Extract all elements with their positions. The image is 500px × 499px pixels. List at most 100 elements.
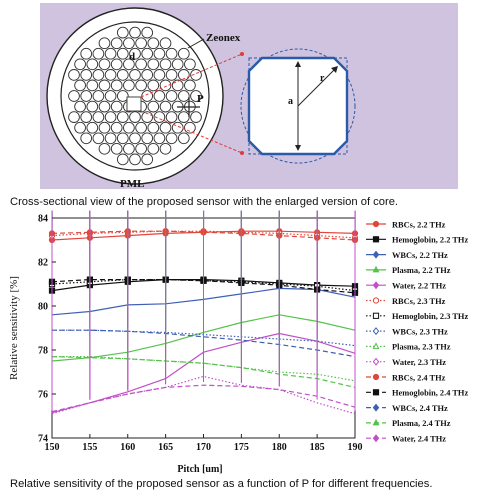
y-tick-label: 80 <box>38 302 48 313</box>
x-tick-label: 180 <box>272 442 287 453</box>
air-hole <box>177 47 190 60</box>
air-hole <box>68 69 80 81</box>
series-layer <box>48 210 359 415</box>
legend-item: Plasma, 2.3 THz <box>366 342 451 352</box>
air-hole <box>190 111 202 123</box>
legend-swatch-marker <box>372 312 380 319</box>
label-a: a <box>288 96 293 107</box>
callout-line-bottom <box>140 110 243 154</box>
core-square <box>126 96 142 112</box>
air-hole <box>68 90 80 102</box>
air-hole <box>141 111 154 123</box>
tick-layer: 150 155 160 165 170 175 180 185 190 74 76 78 80 82 84 <box>38 214 363 454</box>
legend-label: RBCs, 2.3 THz <box>392 297 446 306</box>
legend-item: Hemoglobin, 2.4 THz <box>366 389 468 398</box>
legend-swatch-marker <box>372 389 380 396</box>
air-hole <box>165 47 178 60</box>
series-line <box>52 329 356 358</box>
legend-label: Hemoglobin, 2.4 THz <box>392 389 468 398</box>
air-hole <box>110 121 123 134</box>
legend-item: RBCs, 2.4 THz <box>366 373 446 382</box>
legend-label: Water, 2.2 THz <box>392 282 446 291</box>
air-hole <box>147 142 160 155</box>
air-hole <box>74 100 86 113</box>
air-hole <box>129 132 141 145</box>
air-hole <box>104 47 117 60</box>
legend-swatch-marker <box>372 357 380 366</box>
air-hole <box>153 90 166 102</box>
air-hole <box>129 69 141 81</box>
air-hole <box>135 79 147 92</box>
legend-label: Water, 2.3 THz <box>392 358 446 367</box>
air-hole <box>129 26 141 39</box>
air-hole <box>165 111 178 123</box>
legend-label: Plasma, 2.4 THz <box>392 419 451 428</box>
air-hole <box>123 58 135 71</box>
air-hole <box>98 79 111 92</box>
air-hole <box>147 37 160 50</box>
air-hole <box>129 47 141 60</box>
air-hole <box>92 111 105 123</box>
zeonex-pointer <box>187 38 205 49</box>
air-hole <box>141 26 154 39</box>
air-hole <box>92 90 105 102</box>
x-tick-label: 165 <box>158 442 173 453</box>
legend-swatch-marker <box>372 342 380 349</box>
air-hole <box>141 132 154 145</box>
legend-label: Plasma, 2.3 THz <box>392 343 451 352</box>
legend-swatch-marker <box>372 418 380 426</box>
air-hole <box>165 69 178 81</box>
air-hole <box>68 111 80 123</box>
air-hole <box>104 132 117 145</box>
air-hole <box>159 100 172 113</box>
air-hole <box>116 90 129 102</box>
legend-item: WBCs, 2.2 THz <box>366 250 448 260</box>
cross-section-figure: Zeonex d P PML a r <box>40 3 458 189</box>
air-hole <box>98 121 111 134</box>
air-hole <box>74 121 86 134</box>
legend-swatch-marker <box>372 250 380 259</box>
air-hole <box>184 58 196 71</box>
legend-label: RBCs, 2.4 THz <box>392 373 446 382</box>
legend-item: Hemoglobin, 2.2 THz <box>366 236 468 245</box>
series-line <box>51 278 356 294</box>
air-hole <box>141 69 154 81</box>
air-hole <box>92 69 105 81</box>
y-tick-label: 78 <box>38 346 48 357</box>
air-hole <box>184 79 196 92</box>
air-hole <box>171 121 184 134</box>
air-hole <box>116 69 129 81</box>
air-hole <box>74 79 86 92</box>
air-hole <box>116 132 129 145</box>
y-tick-label: 76 <box>38 390 48 401</box>
air-hole <box>98 37 111 50</box>
air-hole <box>80 90 93 102</box>
series-line <box>51 230 356 241</box>
air-hole <box>135 58 147 71</box>
legend-item: Hemoglobin, 2.3 THz <box>366 312 468 321</box>
legend-swatch-marker <box>372 220 380 228</box>
label-d: d <box>129 51 135 63</box>
air-hole <box>116 111 129 123</box>
air-hole <box>177 132 190 145</box>
air-hole <box>116 47 129 60</box>
legend-label: WBCs, 2.4 THz <box>392 404 448 413</box>
air-hole <box>98 58 111 71</box>
legend-item: WBCs, 2.3 THz <box>366 327 448 336</box>
air-hole <box>110 100 123 113</box>
air-hole <box>135 142 147 155</box>
y-axis-label: Relative sensitivity [%] <box>8 276 20 380</box>
y-tick-label: 82 <box>38 258 48 269</box>
air-hole <box>135 37 147 50</box>
label-zeonex: Zeonex <box>206 32 241 44</box>
air-hole <box>110 37 123 50</box>
air-hole <box>153 132 166 145</box>
air-hole <box>80 47 93 60</box>
x-axis-label: Pitch [um] <box>177 464 222 475</box>
air-hole <box>141 90 154 102</box>
air-hole <box>159 121 172 134</box>
air-hole <box>86 58 99 71</box>
legend: RBCs, 2.2 THz Hemoglobin, 2.2 THz WBCs, 2.… <box>366 220 468 444</box>
legend-label: WBCs, 2.3 THz <box>392 327 448 336</box>
air-hole <box>86 100 99 113</box>
